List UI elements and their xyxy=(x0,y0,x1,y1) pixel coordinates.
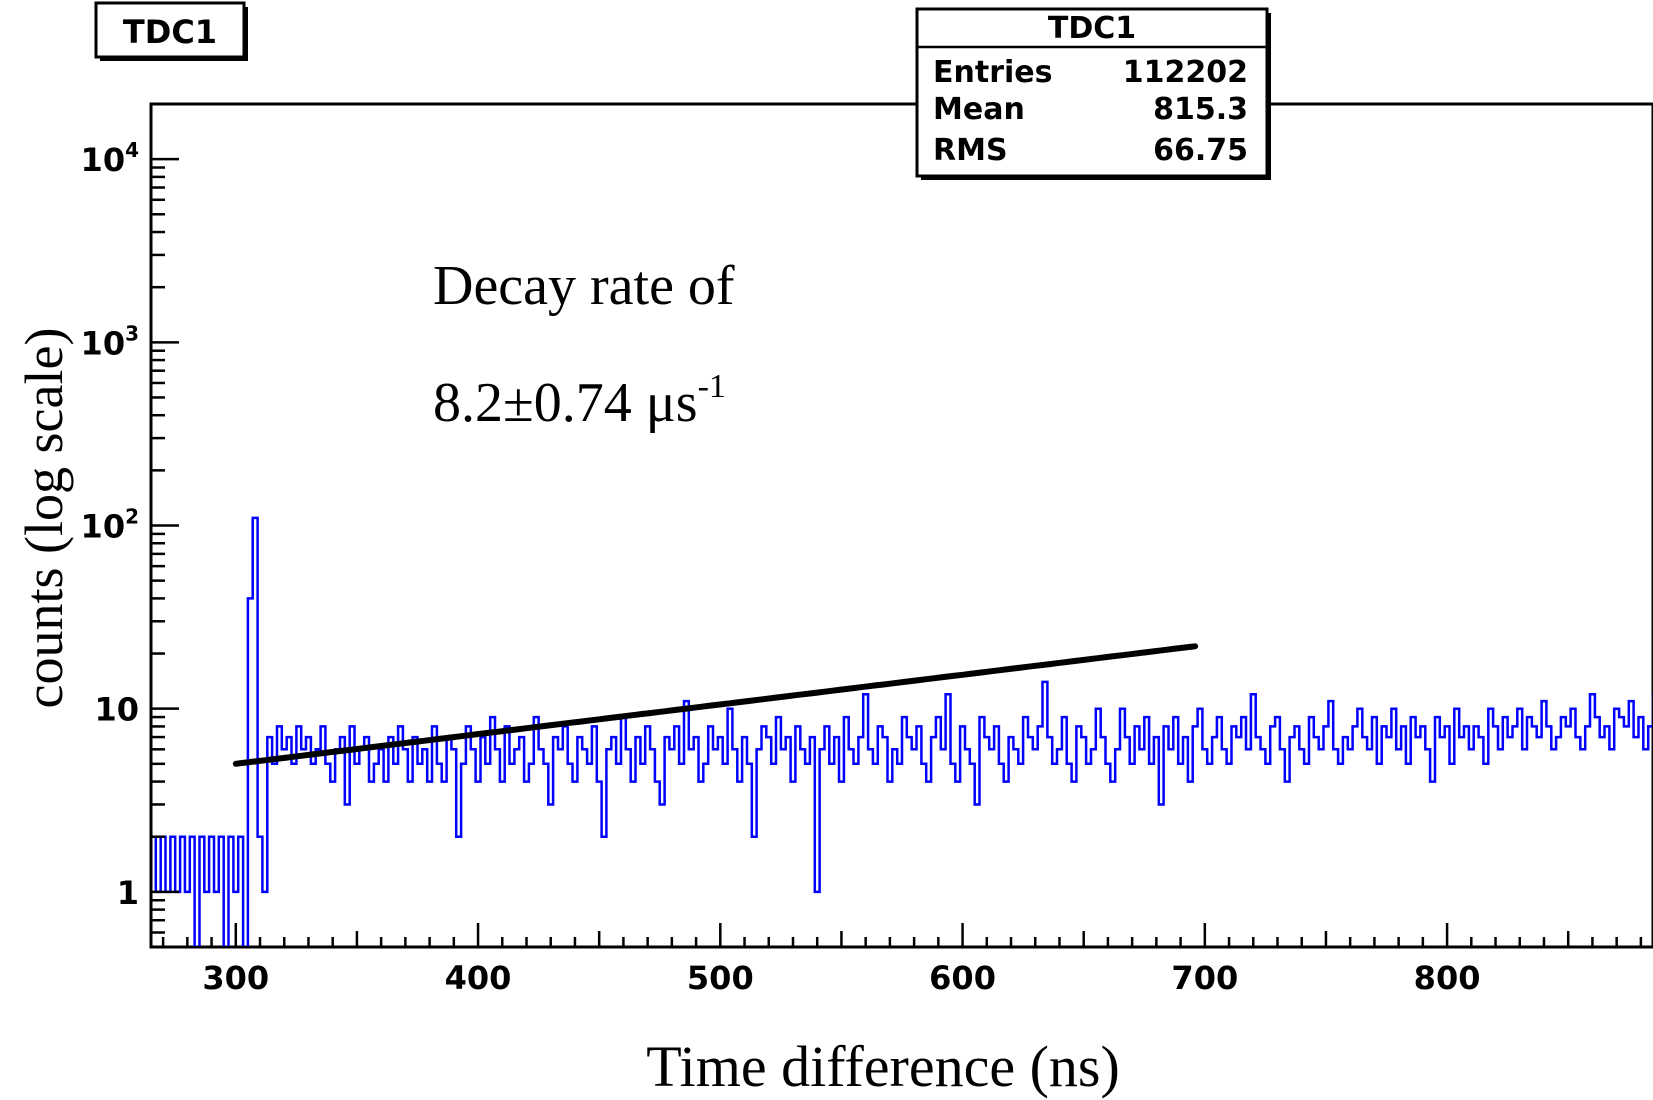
x-tick-label: 600 xyxy=(929,959,996,997)
stats-box-title: TDC1 xyxy=(1048,11,1136,46)
title-box: TDC1 xyxy=(94,1,248,61)
plot-area xyxy=(152,516,1652,946)
y-axis: 1 10 102 103 104 xyxy=(81,102,179,949)
y-tick-label: 102 xyxy=(81,505,139,546)
x-tick-label: 300 xyxy=(202,959,269,997)
y-tick-label: 1 xyxy=(117,874,139,912)
histogram-series xyxy=(152,516,1652,946)
x-axis-title: Time difference (ns) xyxy=(646,1034,1120,1099)
x-tick-label: 700 xyxy=(1171,959,1238,997)
annotation-line1: Decay rate of xyxy=(433,255,735,317)
x-tick-label: 500 xyxy=(687,959,754,997)
stats-box-frame xyxy=(915,7,1269,178)
stats-rms-label: RMS xyxy=(933,133,1008,168)
stats-entries-label: Entries xyxy=(933,55,1052,90)
annotation-rate-exponent: -1 xyxy=(698,368,726,405)
stats-entries-value: 112202 xyxy=(1123,55,1248,90)
stats-rms-value: 66.75 xyxy=(1153,133,1248,168)
x-axis: 300 400 500 600 700 800 xyxy=(161,923,1643,997)
title-box-label: TDC1 xyxy=(123,13,217,51)
x-tick-label: 800 xyxy=(1414,959,1481,997)
x-tick-label: 400 xyxy=(445,959,512,997)
annotation-line2: 8.2±0.74 μs-1 xyxy=(433,368,726,434)
stats-mean-label: Mean xyxy=(933,92,1025,127)
y-axis-title: counts (log scale) xyxy=(14,328,74,709)
decay-rate-annotation: Decay rate of 8.2±0.74 μs-1 xyxy=(433,255,735,434)
stats-box: TDC1 Entries 112202 Mean 815.3 RMS 66.75 xyxy=(915,7,1271,180)
y-tick-label: 103 xyxy=(81,321,139,362)
fit-curve xyxy=(232,643,1199,767)
y-tick-label: 104 xyxy=(81,138,139,179)
stats-mean-value: 815.3 xyxy=(1153,92,1248,127)
annotation-rate-value: 8.2±0.74 μs xyxy=(433,372,698,434)
y-tick-label: 10 xyxy=(94,691,139,729)
title-box-frame xyxy=(94,1,246,59)
